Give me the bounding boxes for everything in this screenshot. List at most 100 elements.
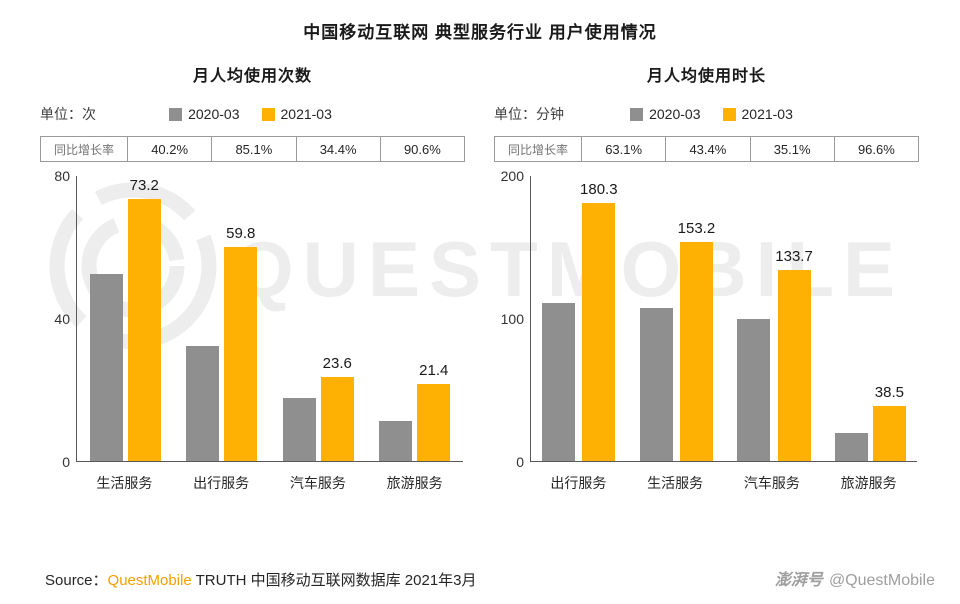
y-axis-tick: 0 <box>516 454 524 470</box>
legend-label: 2020-03 <box>649 106 701 122</box>
unit-row: 单位：次 2020-03 2021-03 <box>40 102 465 126</box>
y-axis-tick: 0 <box>62 454 70 470</box>
legend-label: 2021-03 <box>741 106 793 122</box>
chart-title: 月人均使用时长 <box>646 68 766 85</box>
bar-2021-03 <box>127 199 161 461</box>
bar-2020-03 <box>834 433 868 461</box>
x-axis-label: 汽车服务 <box>743 475 800 491</box>
legend: 2020-03 2021-03 <box>169 106 392 122</box>
legend-swatch <box>630 107 644 121</box>
growth-rate-value: 40.2% <box>127 137 211 161</box>
bar-2021-03 <box>582 203 616 461</box>
growth-rate-value: 63.1% <box>581 137 665 161</box>
plot-area: 73.2 59.8 23.6 21.4 <box>76 176 463 462</box>
growth-rate-label: 同比增长率 <box>53 142 114 157</box>
legend-swatch <box>169 107 183 121</box>
x-axis-labels: 出行服务 生活服务 汽车服务 旅游服务 <box>530 466 917 496</box>
y-axis-tick: 40 <box>54 311 70 327</box>
source-prefix: Source： <box>45 572 108 589</box>
bar-value-label: 73.2 <box>129 177 159 194</box>
legend-item-2021-03: 2021-03 <box>261 106 332 122</box>
bar-group-生活服务: 153.2 <box>639 220 716 461</box>
publisher-credit: 澎湃号 @QuestMobile <box>775 566 935 590</box>
bar-2021-03 <box>224 247 258 461</box>
bar-column: 153.2 <box>677 220 716 461</box>
unit-row: 单位：分钟 2020-03 2021-03 <box>494 102 919 126</box>
bar-2020-03 <box>542 303 576 461</box>
bar-column <box>282 398 316 461</box>
source-note: Source：QuestMobile TRUTH 中国移动互联网数据库 2021… <box>45 569 477 590</box>
legend-swatch <box>261 107 275 121</box>
source-suffix: TRUTH 中国移动互联网数据库 2021年3月 <box>191 572 477 589</box>
x-axis-label: 汽车服务 <box>289 475 346 491</box>
growth-rate-cells: 63.1% 43.4% 35.1% 96.6% <box>581 137 918 161</box>
footer: Source：QuestMobile TRUTH 中国移动互联网数据库 2021… <box>45 566 935 590</box>
legend-item-2020-03: 2020-03 <box>630 106 701 122</box>
bar-group-生活服务: 73.2 <box>89 177 161 461</box>
bar-group-出行服务: 59.8 <box>186 226 258 461</box>
chart-panel-usage-duration: 月人均使用时长 单位：分钟 2020-03 2021-03 同比增长率 63.1%… <box>494 62 919 496</box>
bar-groups: 180.3 153.2 133.7 38.5 <box>531 176 917 461</box>
bar-column <box>186 346 220 461</box>
bar-column: 133.7 <box>775 249 813 461</box>
x-axis-label: 旅游服务 <box>840 475 897 491</box>
growth-rate-value: 90.6% <box>379 137 464 161</box>
legend-item-2020-03: 2020-03 <box>169 106 240 122</box>
bar-chart: 0 100 200 180.3 153.2 133.7 38.5 出行服务 生活服务 汽车服务… <box>494 168 919 496</box>
bar-group-旅游服务: 21.4 <box>379 363 451 461</box>
bar-value-label: 38.5 <box>874 384 904 401</box>
growth-rate-table: 同比增长率 40.2% 85.1% 34.4% 90.6% <box>40 136 465 162</box>
x-axis-label: 旅游服务 <box>386 475 443 491</box>
bar-2020-03 <box>89 274 123 461</box>
bar-2021-03 <box>679 242 713 461</box>
growth-rate-table: 同比增长率 63.1% 43.4% 35.1% 96.6% <box>494 136 919 162</box>
x-axis-label: 生活服务 <box>647 475 704 491</box>
bar-column <box>542 303 576 461</box>
bar-column: 23.6 <box>320 356 354 461</box>
bar-2020-03 <box>737 319 771 461</box>
growth-rate-label: 同比增长率 <box>507 142 568 157</box>
unit-label: 单位：分钟 <box>494 106 564 122</box>
growth-rate-value: 34.4% <box>295 137 380 161</box>
legend-label: 2020-03 <box>188 106 240 122</box>
bar-2021-03 <box>777 270 811 461</box>
bar-column <box>639 308 673 461</box>
bar-chart: 0 40 80 73.2 59.8 23.6 21.4 生活服务 出行服务 汽车服务 旅游服务 <box>40 168 465 496</box>
bar-2021-03 <box>417 384 451 461</box>
bar-2020-03 <box>282 398 316 461</box>
x-axis-labels: 生活服务 出行服务 汽车服务 旅游服务 <box>76 466 463 496</box>
bar-value-label: 133.7 <box>775 248 813 265</box>
x-axis-label: 出行服务 <box>193 475 250 491</box>
bar-column <box>737 319 771 461</box>
legend-item-2021-03: 2021-03 <box>722 106 793 122</box>
y-axis-tick: 80 <box>54 168 70 184</box>
x-axis-label: 出行服务 <box>550 475 607 491</box>
legend-label: 2021-03 <box>280 106 332 122</box>
bar-group-汽车服务: 133.7 <box>737 249 813 461</box>
bar-2020-03 <box>639 308 673 461</box>
bar-2021-03 <box>320 377 354 461</box>
growth-rate-value: 43.4% <box>665 137 749 161</box>
growth-rate-cells: 40.2% 85.1% 34.4% 90.6% <box>127 137 464 161</box>
bar-column <box>834 433 868 461</box>
bar-column <box>89 274 123 461</box>
pengpai-logo: 澎湃号 <box>774 572 823 589</box>
chart-title: 月人均使用次数 <box>192 68 312 85</box>
bar-group-旅游服务: 38.5 <box>834 384 906 461</box>
bar-column: 73.2 <box>127 177 161 461</box>
bar-2021-03 <box>872 406 906 461</box>
chart-panel-usage-times: 月人均使用次数 单位：次 2020-03 2021-03 同比增长率 40.2% 8… <box>40 62 465 496</box>
bar-column: 38.5 <box>872 384 906 461</box>
source-brand: QuestMobile <box>107 572 192 589</box>
bar-column: 21.4 <box>417 363 451 461</box>
bar-value-label: 153.2 <box>677 220 716 237</box>
legend: 2020-03 2021-03 <box>630 106 853 122</box>
publisher-handle: @QuestMobile <box>828 572 935 589</box>
bar-group-出行服务: 180.3 <box>542 182 618 461</box>
x-axis-label: 生活服务 <box>96 475 153 491</box>
bar-2020-03 <box>379 421 413 461</box>
bar-column: 180.3 <box>580 182 618 461</box>
growth-rate-value: 96.6% <box>833 137 918 161</box>
growth-rate-value: 85.1% <box>211 137 295 161</box>
